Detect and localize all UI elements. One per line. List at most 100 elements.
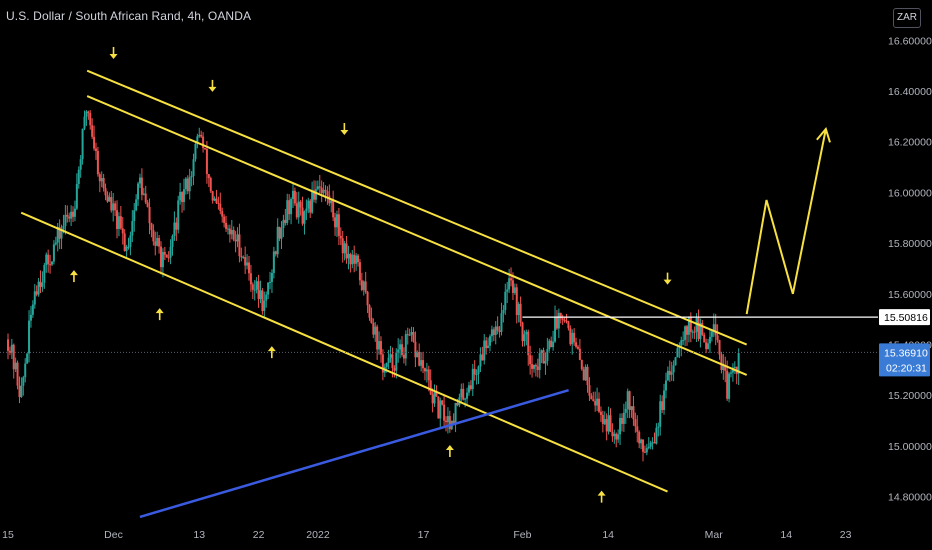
candle-body <box>418 351 421 366</box>
candle-body <box>397 349 400 353</box>
candle-body <box>573 332 576 343</box>
candle-body <box>161 252 164 268</box>
candle-body <box>467 385 470 393</box>
candle-body <box>475 373 478 375</box>
y-tick-label: 16.60000 <box>888 35 932 47</box>
candle-body <box>123 233 126 252</box>
candle-body <box>353 254 356 264</box>
candle-body <box>225 222 228 229</box>
candle-body <box>565 320 568 322</box>
candle-body <box>129 235 132 247</box>
up-arrow-icon <box>445 445 454 451</box>
candle-body <box>488 336 491 346</box>
candle-body <box>263 300 266 311</box>
y-tick-label: 16.40000 <box>888 86 932 98</box>
candle-body <box>674 357 677 366</box>
candle-body <box>645 448 648 453</box>
candle-body <box>332 200 335 218</box>
support-trend-line <box>139 388 569 519</box>
candle-body <box>517 303 520 316</box>
candle-body <box>429 380 432 395</box>
candle-body <box>680 340 683 346</box>
candle-body <box>601 414 604 424</box>
candle-body <box>588 385 591 396</box>
candle-body <box>94 148 97 151</box>
candle-body <box>35 291 38 295</box>
candle-body <box>163 252 166 255</box>
candle-body <box>274 251 277 255</box>
candle-body <box>202 136 205 149</box>
candle-body <box>68 216 71 219</box>
candle-body <box>16 362 19 386</box>
candle-body <box>301 207 304 224</box>
candles-layer <box>7 110 740 462</box>
candle-body <box>498 330 501 332</box>
candle-body <box>175 222 178 230</box>
candle-body <box>372 322 375 335</box>
candle-body <box>77 169 80 184</box>
candle-body <box>171 235 174 247</box>
candle-body <box>337 214 340 236</box>
candle-body <box>443 404 446 421</box>
candle-body <box>110 197 113 211</box>
candle-body <box>546 349 549 362</box>
candle-body <box>445 420 448 423</box>
candle-body <box>26 353 29 364</box>
candle-body <box>529 355 532 365</box>
candle-body <box>261 290 264 311</box>
candle-body <box>561 318 564 320</box>
y-tick-label: 16.20000 <box>888 137 932 149</box>
candle-body <box>691 331 694 333</box>
candle-body <box>640 439 643 444</box>
candle-body <box>7 339 9 351</box>
candle-body <box>697 318 700 339</box>
candle-body <box>441 400 444 405</box>
candle-body <box>682 339 685 341</box>
candle-body <box>345 243 348 259</box>
candle-body <box>351 254 354 265</box>
price-axis[interactable]: 16.60000 16.40000 16.20000 16.00000 15.80000… <box>888 35 932 503</box>
candle-body <box>456 402 459 406</box>
candle-body <box>477 366 480 374</box>
candle-body <box>404 334 407 359</box>
candle-body <box>45 254 48 266</box>
candle-body <box>286 200 289 223</box>
candle-body <box>93 136 96 149</box>
candle-body <box>531 364 534 369</box>
candle-body <box>638 431 641 444</box>
chart-title: U.S. Dollar / South African Rand, 4h, OA… <box>6 9 252 23</box>
candle-body <box>670 372 673 375</box>
candle-body <box>590 395 593 400</box>
candle-body <box>548 340 551 350</box>
candle-body <box>609 415 612 432</box>
candle-body <box>188 177 191 192</box>
candle-body <box>127 246 130 248</box>
candle-body <box>582 369 585 381</box>
candle-body <box>567 321 570 329</box>
candle-body <box>366 291 369 306</box>
candle-body <box>685 326 688 335</box>
candle-body <box>267 282 270 295</box>
candle-body <box>226 228 229 230</box>
candle-body <box>703 334 706 343</box>
candle-body <box>632 406 635 420</box>
candle-body <box>215 198 218 203</box>
candle-body <box>611 431 614 437</box>
candle-body <box>184 178 187 190</box>
candle-body <box>554 316 557 342</box>
candle-body <box>320 187 323 194</box>
candle-body <box>297 201 300 218</box>
candle-body <box>10 344 13 353</box>
candle-body <box>544 361 547 364</box>
candle-body <box>112 203 115 211</box>
candle-body <box>668 370 671 375</box>
candle-body <box>56 226 59 243</box>
candle-body <box>207 174 210 179</box>
candle-body <box>733 366 736 368</box>
currency-button[interactable]: ZAR <box>893 8 921 28</box>
candle-body <box>357 255 360 263</box>
time-axis[interactable]: 15 Dec 13 22 2022 17 Feb 14 Mar 14 23 <box>2 529 851 541</box>
candle-body <box>471 368 474 390</box>
candle-body <box>622 412 625 424</box>
